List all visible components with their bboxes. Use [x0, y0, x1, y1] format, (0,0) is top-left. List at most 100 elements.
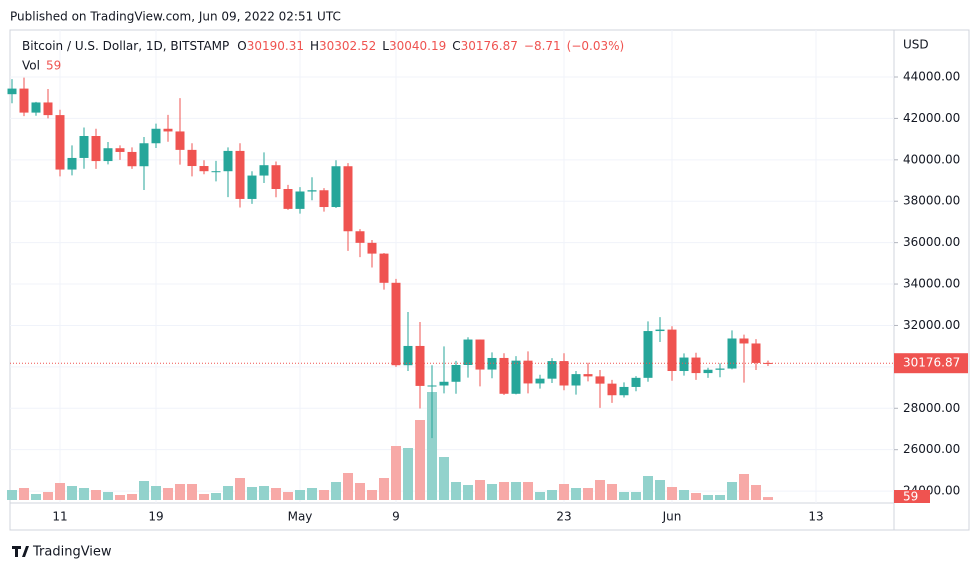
candle-body	[499, 357, 509, 394]
volume-bar	[43, 492, 53, 500]
volume-bar	[79, 488, 89, 500]
legend-change: −8.71	[524, 39, 561, 53]
volume-bar	[55, 483, 65, 500]
candle-body	[511, 360, 521, 394]
volume-bar	[559, 484, 569, 500]
candle-body	[679, 357, 689, 372]
candle-body	[463, 339, 473, 366]
volume-bar	[127, 494, 137, 500]
y-tick-label: 32000.00	[903, 318, 960, 332]
candle-body	[487, 357, 497, 370]
volume-bar	[91, 490, 101, 500]
y-tick-label: 38000.00	[903, 194, 960, 208]
volume-bar	[31, 494, 41, 500]
volume-bar	[535, 492, 545, 500]
legend-field-value: 30176.87	[461, 39, 518, 53]
candle-body	[199, 166, 209, 172]
volume-bar	[727, 482, 737, 500]
volume-bar	[439, 457, 449, 500]
x-tick-label: 9	[392, 510, 400, 524]
candle-body	[715, 368, 725, 370]
candle-body	[547, 361, 557, 379]
logo-text: TradingView	[32, 545, 112, 560]
candle-body	[403, 345, 413, 366]
candle-body	[55, 115, 65, 170]
candle-body	[415, 345, 425, 386]
volume-bar	[631, 492, 641, 500]
y-tick-label: 42000.00	[903, 111, 960, 125]
candle-body	[247, 175, 257, 199]
y-tick-label: 28000.00	[903, 401, 960, 415]
candle-body	[367, 242, 377, 254]
candle-body	[727, 338, 737, 369]
candle-body	[79, 136, 89, 158]
volume-bar	[355, 483, 365, 500]
candle-body	[19, 88, 29, 113]
candle-body	[631, 377, 641, 387]
volume-bar	[259, 486, 269, 500]
candle-body	[523, 360, 533, 384]
volume-bar	[247, 487, 257, 500]
candle-body	[67, 157, 77, 170]
volume-bar	[715, 495, 725, 500]
legend-field-label: C	[452, 39, 460, 53]
candle-body	[151, 128, 161, 144]
candle-body	[643, 331, 653, 378]
volume-bar	[223, 486, 233, 500]
candle-body	[163, 128, 173, 132]
volume-bar	[547, 490, 557, 500]
volume-bar	[19, 488, 29, 500]
candle-body	[619, 386, 629, 396]
volume-bar	[463, 485, 473, 500]
volume-bar	[511, 482, 521, 500]
volume-bar	[595, 480, 605, 500]
candle-body	[115, 148, 125, 152]
candle-body	[43, 102, 53, 116]
logo: TradingView	[12, 545, 112, 560]
x-tick-label: May	[288, 510, 313, 524]
volume-bar	[763, 497, 773, 500]
candle-body	[751, 343, 761, 363]
volume-price-box	[894, 490, 930, 503]
chart-frame	[9, 29, 970, 531]
volume-bar	[199, 494, 209, 500]
x-tick-label: 13	[808, 510, 823, 524]
symbol-name: Bitcoin / U.S. Dollar, 1D, BITSTAMP	[22, 39, 229, 53]
grid	[10, 30, 894, 503]
candle-body	[139, 143, 149, 167]
x-tick-label: 19	[148, 510, 163, 524]
candle-body	[739, 338, 749, 344]
candle-body	[763, 362, 773, 364]
candle-body	[223, 150, 233, 172]
volume-bar	[163, 488, 173, 500]
candle-body	[427, 385, 437, 387]
volume-bar	[739, 474, 749, 500]
candle-body	[703, 369, 713, 374]
candle-body	[211, 171, 221, 173]
ohlc-legend: Bitcoin / U.S. Dollar, 1D, BITSTAMP O3019…	[22, 39, 624, 53]
legend-field-value: 30040.19	[389, 39, 446, 53]
volume-bar	[703, 495, 713, 500]
candle-body	[235, 150, 245, 199]
volume-pane	[7, 392, 773, 500]
volume-bar	[139, 481, 149, 500]
legend-field-label: L	[382, 39, 389, 53]
legend-change-pct: (−0.03%)	[567, 39, 625, 53]
candle-body	[655, 329, 665, 332]
volume-price-label: 59	[903, 490, 918, 504]
volume-bar	[295, 490, 305, 500]
volume-bar	[451, 482, 461, 500]
volume-bar	[7, 490, 17, 500]
volume-bar	[403, 448, 413, 500]
volume-bar	[607, 484, 617, 500]
candle-body	[607, 383, 617, 396]
volume-bar	[175, 484, 185, 500]
volume-bar	[67, 486, 77, 500]
volume-legend-value: 59	[46, 59, 61, 73]
candle-body	[391, 282, 401, 366]
currency-label: USD	[903, 38, 929, 52]
candle-body	[691, 357, 701, 374]
volume-bar	[475, 480, 485, 500]
